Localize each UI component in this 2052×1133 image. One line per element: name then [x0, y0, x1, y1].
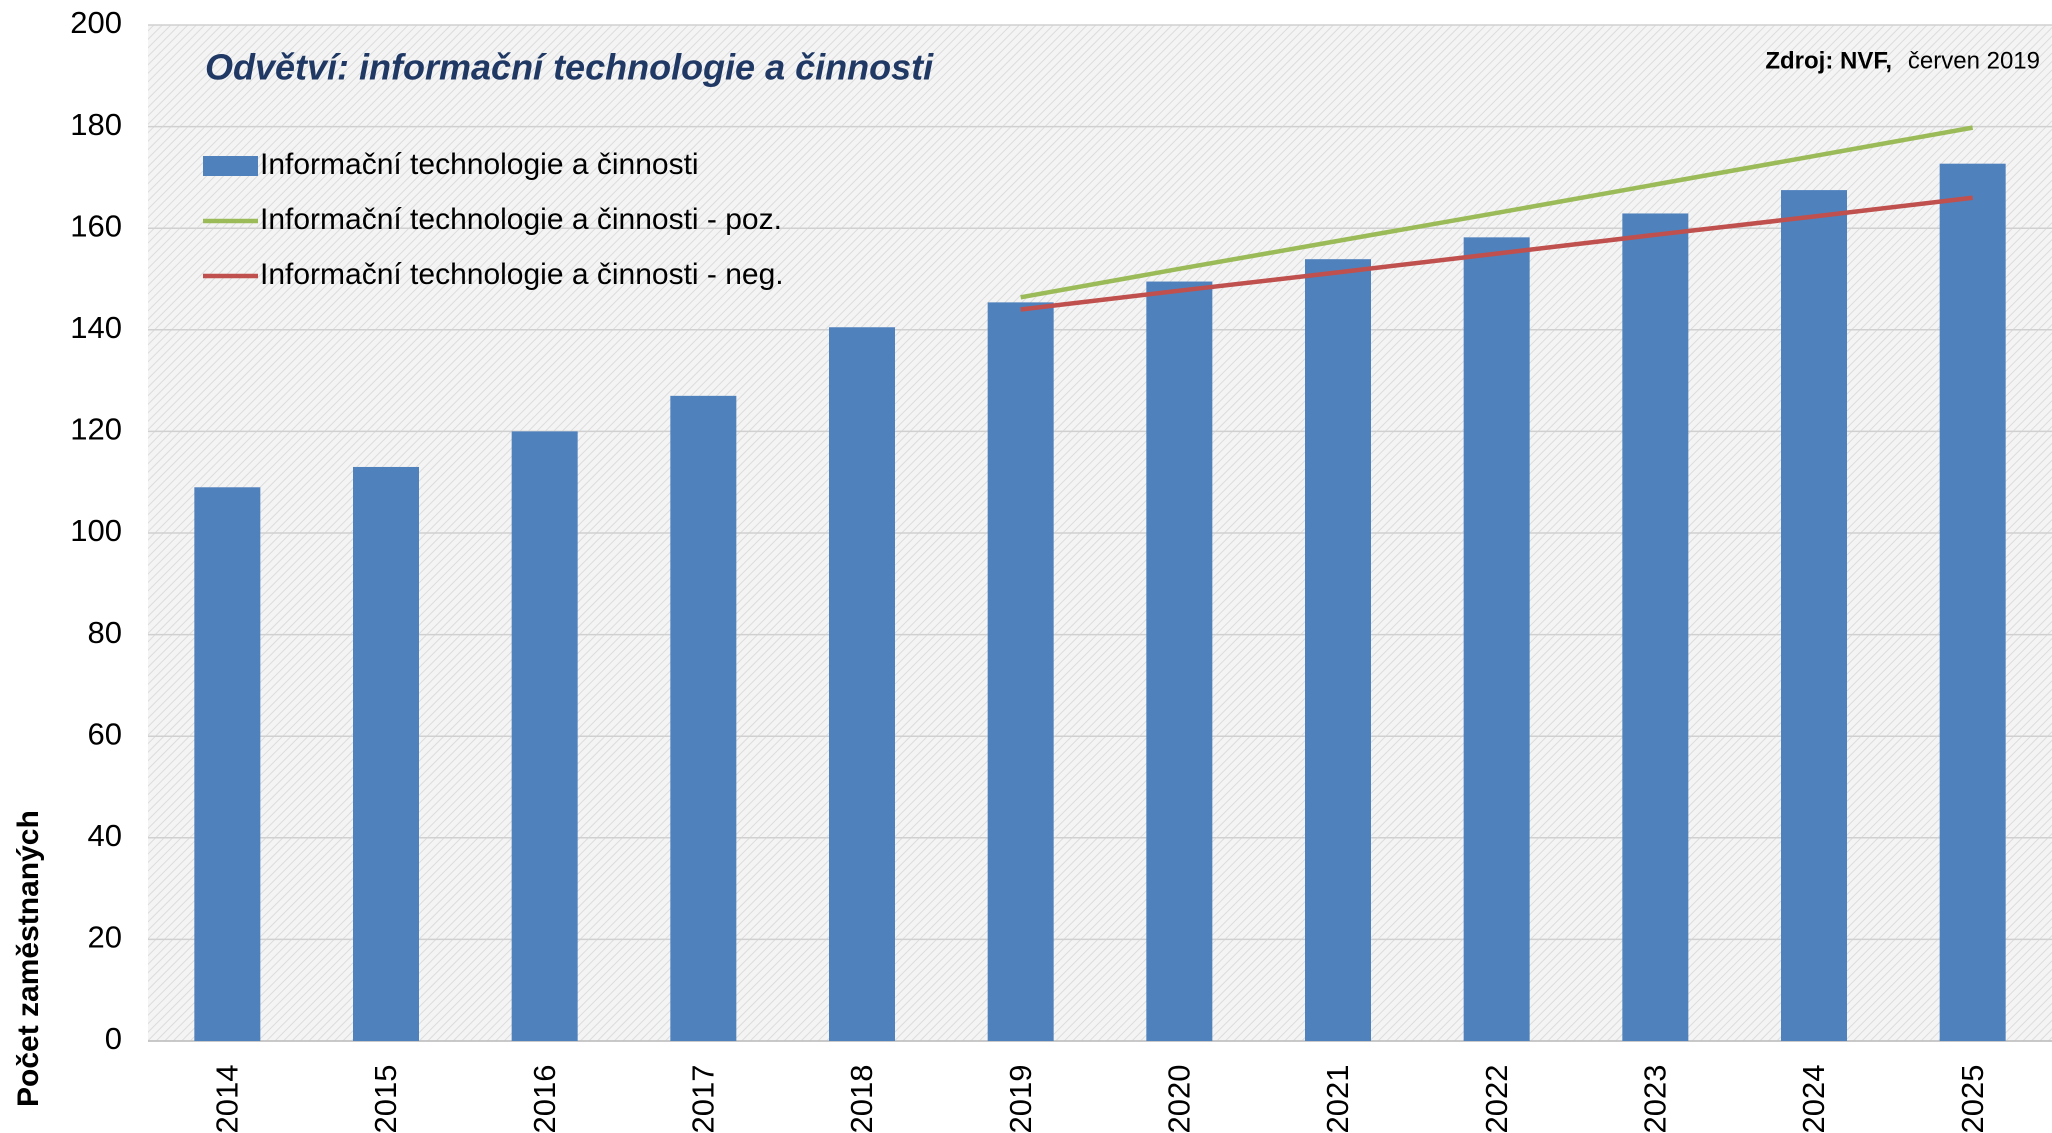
line: [1020, 125, 1974, 300]
y-tick-label: 160: [70, 208, 122, 243]
bar: [1622, 213, 1689, 1041]
y-axis-title: Počet zaměstnaných: [12, 810, 45, 1107]
x-tick-label: 2024: [1796, 1065, 1831, 1133]
bar: [987, 302, 1054, 1041]
legend-swatch: [203, 156, 258, 176]
bar: [829, 327, 895, 1041]
x-tick-label: 2018: [844, 1065, 879, 1133]
x-tick-label: 2022: [1479, 1065, 1514, 1133]
line: [1020, 195, 1973, 312]
bar: [1939, 163, 2006, 1041]
y-tick-label: 200: [70, 5, 122, 40]
x-tick-label: 2017: [686, 1065, 721, 1133]
source-date: červen 2019: [1908, 47, 2040, 74]
chart-title: Odvětví: informační technologie a činnos…: [205, 47, 934, 88]
y-tick-label: 20: [88, 920, 122, 955]
y-tick-label: 40: [88, 818, 122, 853]
y-tick-label: 60: [88, 716, 122, 751]
bar: [511, 431, 578, 1041]
x-tick-label: 2020: [1162, 1065, 1197, 1133]
y-tick-label: 140: [70, 310, 122, 345]
y-tick-label: 0: [105, 1021, 122, 1056]
x-tick-label: 2019: [1003, 1065, 1038, 1133]
bar: [353, 466, 419, 1042]
bar: [1305, 259, 1371, 1041]
y-tick-label: 180: [70, 107, 122, 142]
x-tick-label: 2025: [1955, 1065, 1990, 1133]
legend-label: Informační technologie a činnosti - poz.: [260, 203, 782, 236]
bar: [194, 487, 261, 1041]
bar: [1146, 281, 1213, 1041]
x-tick-label: 2014: [210, 1065, 245, 1133]
bar: [1463, 237, 1530, 1041]
y-tick-label: 100: [70, 513, 122, 548]
x-tick-label: 2023: [1638, 1065, 1673, 1133]
x-tick-label: 2016: [527, 1065, 562, 1133]
source-label: Zdroj: NVF,: [1765, 47, 1892, 74]
bar: [670, 395, 737, 1042]
x-tick-label: 2021: [1320, 1065, 1355, 1133]
legend-label: Informační technologie a činnosti - neg.: [260, 258, 784, 291]
y-tick-label: 80: [88, 615, 122, 650]
x-tick-label: 2015: [368, 1065, 403, 1133]
legend-label: Informační technologie a činnosti: [260, 148, 699, 181]
bar: [1781, 190, 1847, 1042]
y-tick-label: 120: [70, 412, 122, 447]
